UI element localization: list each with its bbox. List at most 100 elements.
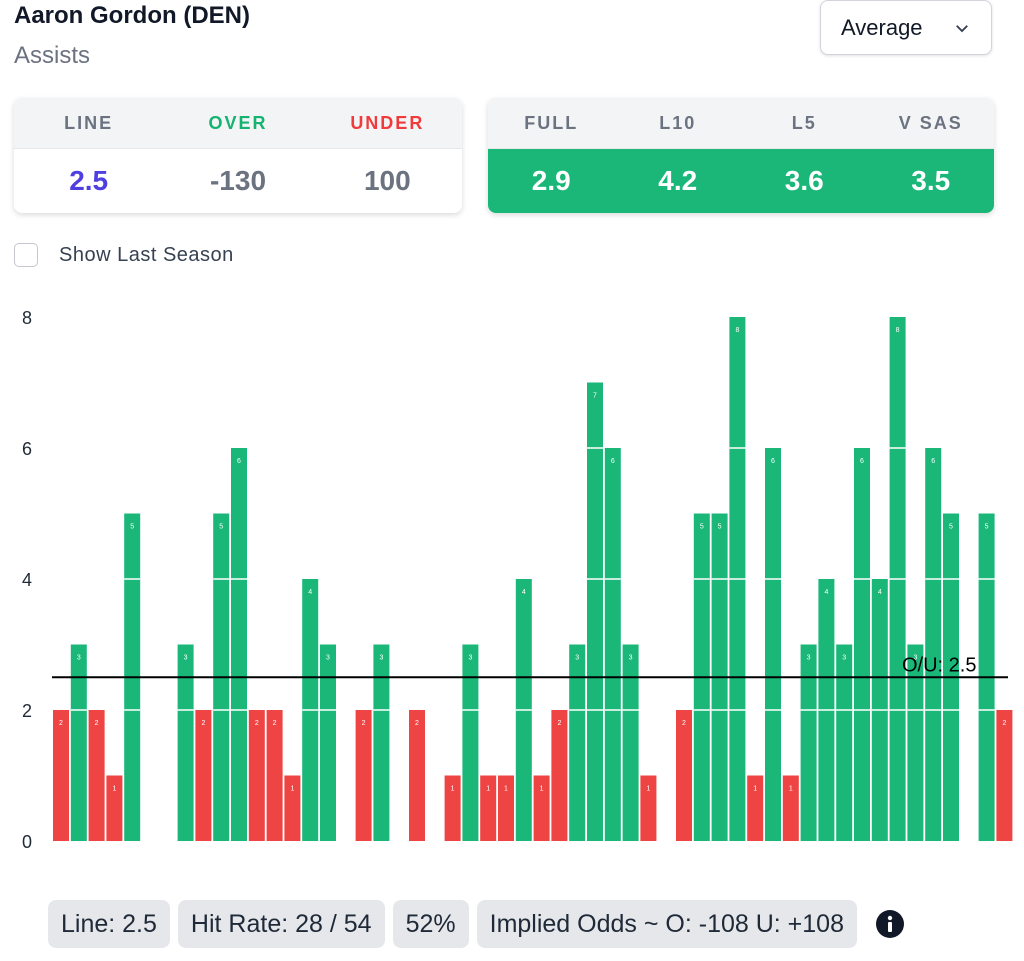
y-tick-label: 6 bbox=[22, 439, 32, 459]
bar bbox=[88, 710, 105, 841]
bar bbox=[622, 644, 639, 841]
bar bbox=[480, 775, 497, 841]
under-odds-value: 100 bbox=[363, 165, 411, 196]
bar bbox=[53, 710, 69, 841]
bar-value-label: 1 bbox=[789, 786, 793, 793]
vs-opponent-header: V SAS bbox=[898, 112, 963, 133]
bar-value-label: 1 bbox=[451, 786, 455, 793]
bar-value-label: 6 bbox=[931, 458, 935, 465]
stat-subtitle: Assists bbox=[14, 42, 91, 69]
bar-value-label: 6 bbox=[611, 458, 615, 465]
bar bbox=[800, 644, 817, 841]
bar bbox=[836, 644, 853, 841]
bar-value-label: 5 bbox=[985, 524, 989, 531]
bar bbox=[782, 775, 799, 841]
under-header: UNDER bbox=[350, 112, 425, 133]
bar bbox=[587, 382, 603, 841]
bar bbox=[231, 448, 247, 841]
bar bbox=[373, 644, 390, 841]
bar-value-label: 4 bbox=[824, 589, 828, 596]
bar-value-label: 4 bbox=[878, 589, 882, 596]
bar-value-label: 2 bbox=[682, 720, 686, 727]
bar-value-label: 1 bbox=[753, 786, 757, 793]
bar-value-label: 3 bbox=[842, 655, 846, 662]
bar bbox=[444, 775, 461, 841]
bar-value-label: 2 bbox=[1002, 720, 1006, 727]
bar bbox=[355, 710, 372, 841]
ou-line-label: O/U: 2.5 bbox=[902, 654, 976, 676]
bar-value-label: 2 bbox=[273, 720, 277, 727]
bar-value-label: 1 bbox=[540, 786, 544, 793]
l10-average-value: 4.2 bbox=[658, 165, 698, 196]
bar-value-label: 6 bbox=[771, 458, 775, 465]
bar bbox=[569, 644, 586, 841]
line-pill: Line: 2.5 bbox=[48, 900, 170, 948]
bar bbox=[925, 448, 942, 841]
l5-header: L5 bbox=[791, 112, 817, 133]
bar-value-label: 1 bbox=[486, 786, 490, 793]
bar-value-label: 6 bbox=[860, 458, 864, 465]
info-icon[interactable] bbox=[875, 909, 905, 939]
bar-value-label: 5 bbox=[718, 524, 722, 531]
l5-average-value: 3.6 bbox=[784, 165, 824, 196]
bar-value-label: 1 bbox=[504, 786, 508, 793]
bar-value-label: 2 bbox=[362, 720, 366, 727]
bar-value-label: 3 bbox=[184, 655, 188, 662]
line-odds-card: LINE OVER UNDER 2.5 -130 100 bbox=[14, 98, 462, 213]
y-tick-label: 8 bbox=[22, 308, 32, 328]
bar-value-label: 2 bbox=[201, 720, 205, 727]
show-last-season-label: Show Last Season bbox=[59, 244, 234, 266]
bar-value-label: 2 bbox=[59, 720, 63, 727]
bar-value-label: 3 bbox=[629, 655, 633, 662]
bar bbox=[854, 448, 870, 841]
y-tick-label: 4 bbox=[22, 570, 32, 590]
y-tick-label: 2 bbox=[22, 701, 32, 721]
bar-value-label: 7 bbox=[593, 393, 597, 400]
bar-value-label: 2 bbox=[415, 720, 419, 727]
bar-value-label: 3 bbox=[575, 655, 579, 662]
bar bbox=[765, 448, 781, 841]
bar bbox=[996, 710, 1013, 841]
bar-value-label: 3 bbox=[379, 655, 383, 662]
bar-value-label: 5 bbox=[130, 524, 134, 531]
bar-value-label: 3 bbox=[468, 655, 472, 662]
bar-value-label: 6 bbox=[237, 458, 241, 465]
bar-value-label: 5 bbox=[700, 524, 704, 531]
y-tick-label: 0 bbox=[22, 832, 32, 852]
averages-card: FULL L10 L5 V SAS 2.9 4.2 3.6 3.5 bbox=[488, 98, 994, 213]
over-odds-value: -130 bbox=[209, 165, 267, 196]
average-dropdown[interactable]: Average bbox=[820, 0, 992, 55]
bar bbox=[533, 775, 550, 841]
bar bbox=[640, 775, 657, 841]
over-header: OVER bbox=[208, 112, 268, 133]
bar-value-label: 3 bbox=[77, 655, 81, 662]
show-last-season-checkbox[interactable] bbox=[14, 243, 38, 267]
bar-value-label: 1 bbox=[646, 786, 650, 793]
full-header: FULL bbox=[524, 112, 579, 133]
bar-value-label: 2 bbox=[95, 720, 99, 727]
assists-bar-chart: 0 2 4 6 8 2 3 2 1 5 3 2 5 6 2 2 1 4 3 2 3 2 1 3 1 1 4 1 2 3 7 6 3 1 2 5 5 8 1 6… bbox=[22, 308, 1013, 852]
bar bbox=[409, 710, 425, 841]
bar bbox=[551, 710, 568, 841]
bar-value-label: 1 bbox=[112, 786, 116, 793]
hit-rate-pill: Hit Rate: 28 / 54 bbox=[177, 900, 385, 948]
bar bbox=[106, 775, 123, 841]
bar bbox=[284, 775, 301, 841]
bar bbox=[70, 644, 87, 841]
chevron-down-icon bbox=[956, 24, 968, 32]
line-header: LINE bbox=[64, 112, 114, 133]
bar bbox=[498, 775, 514, 841]
bar bbox=[604, 448, 621, 841]
vs-opponent-average-value: 3.5 bbox=[911, 165, 951, 196]
bar bbox=[266, 710, 283, 841]
bar-value-label: 4 bbox=[308, 589, 312, 596]
bar-value-label: 1 bbox=[290, 786, 294, 793]
bar-value-label: 8 bbox=[896, 327, 900, 334]
bar-value-label: 5 bbox=[949, 524, 953, 531]
bar bbox=[248, 710, 265, 841]
bar-value-label: 5 bbox=[219, 524, 223, 531]
l10-header: L10 bbox=[659, 112, 697, 133]
line-value: 2.5 bbox=[69, 165, 109, 196]
bar bbox=[462, 644, 479, 841]
bar-value-label: 2 bbox=[557, 720, 561, 727]
